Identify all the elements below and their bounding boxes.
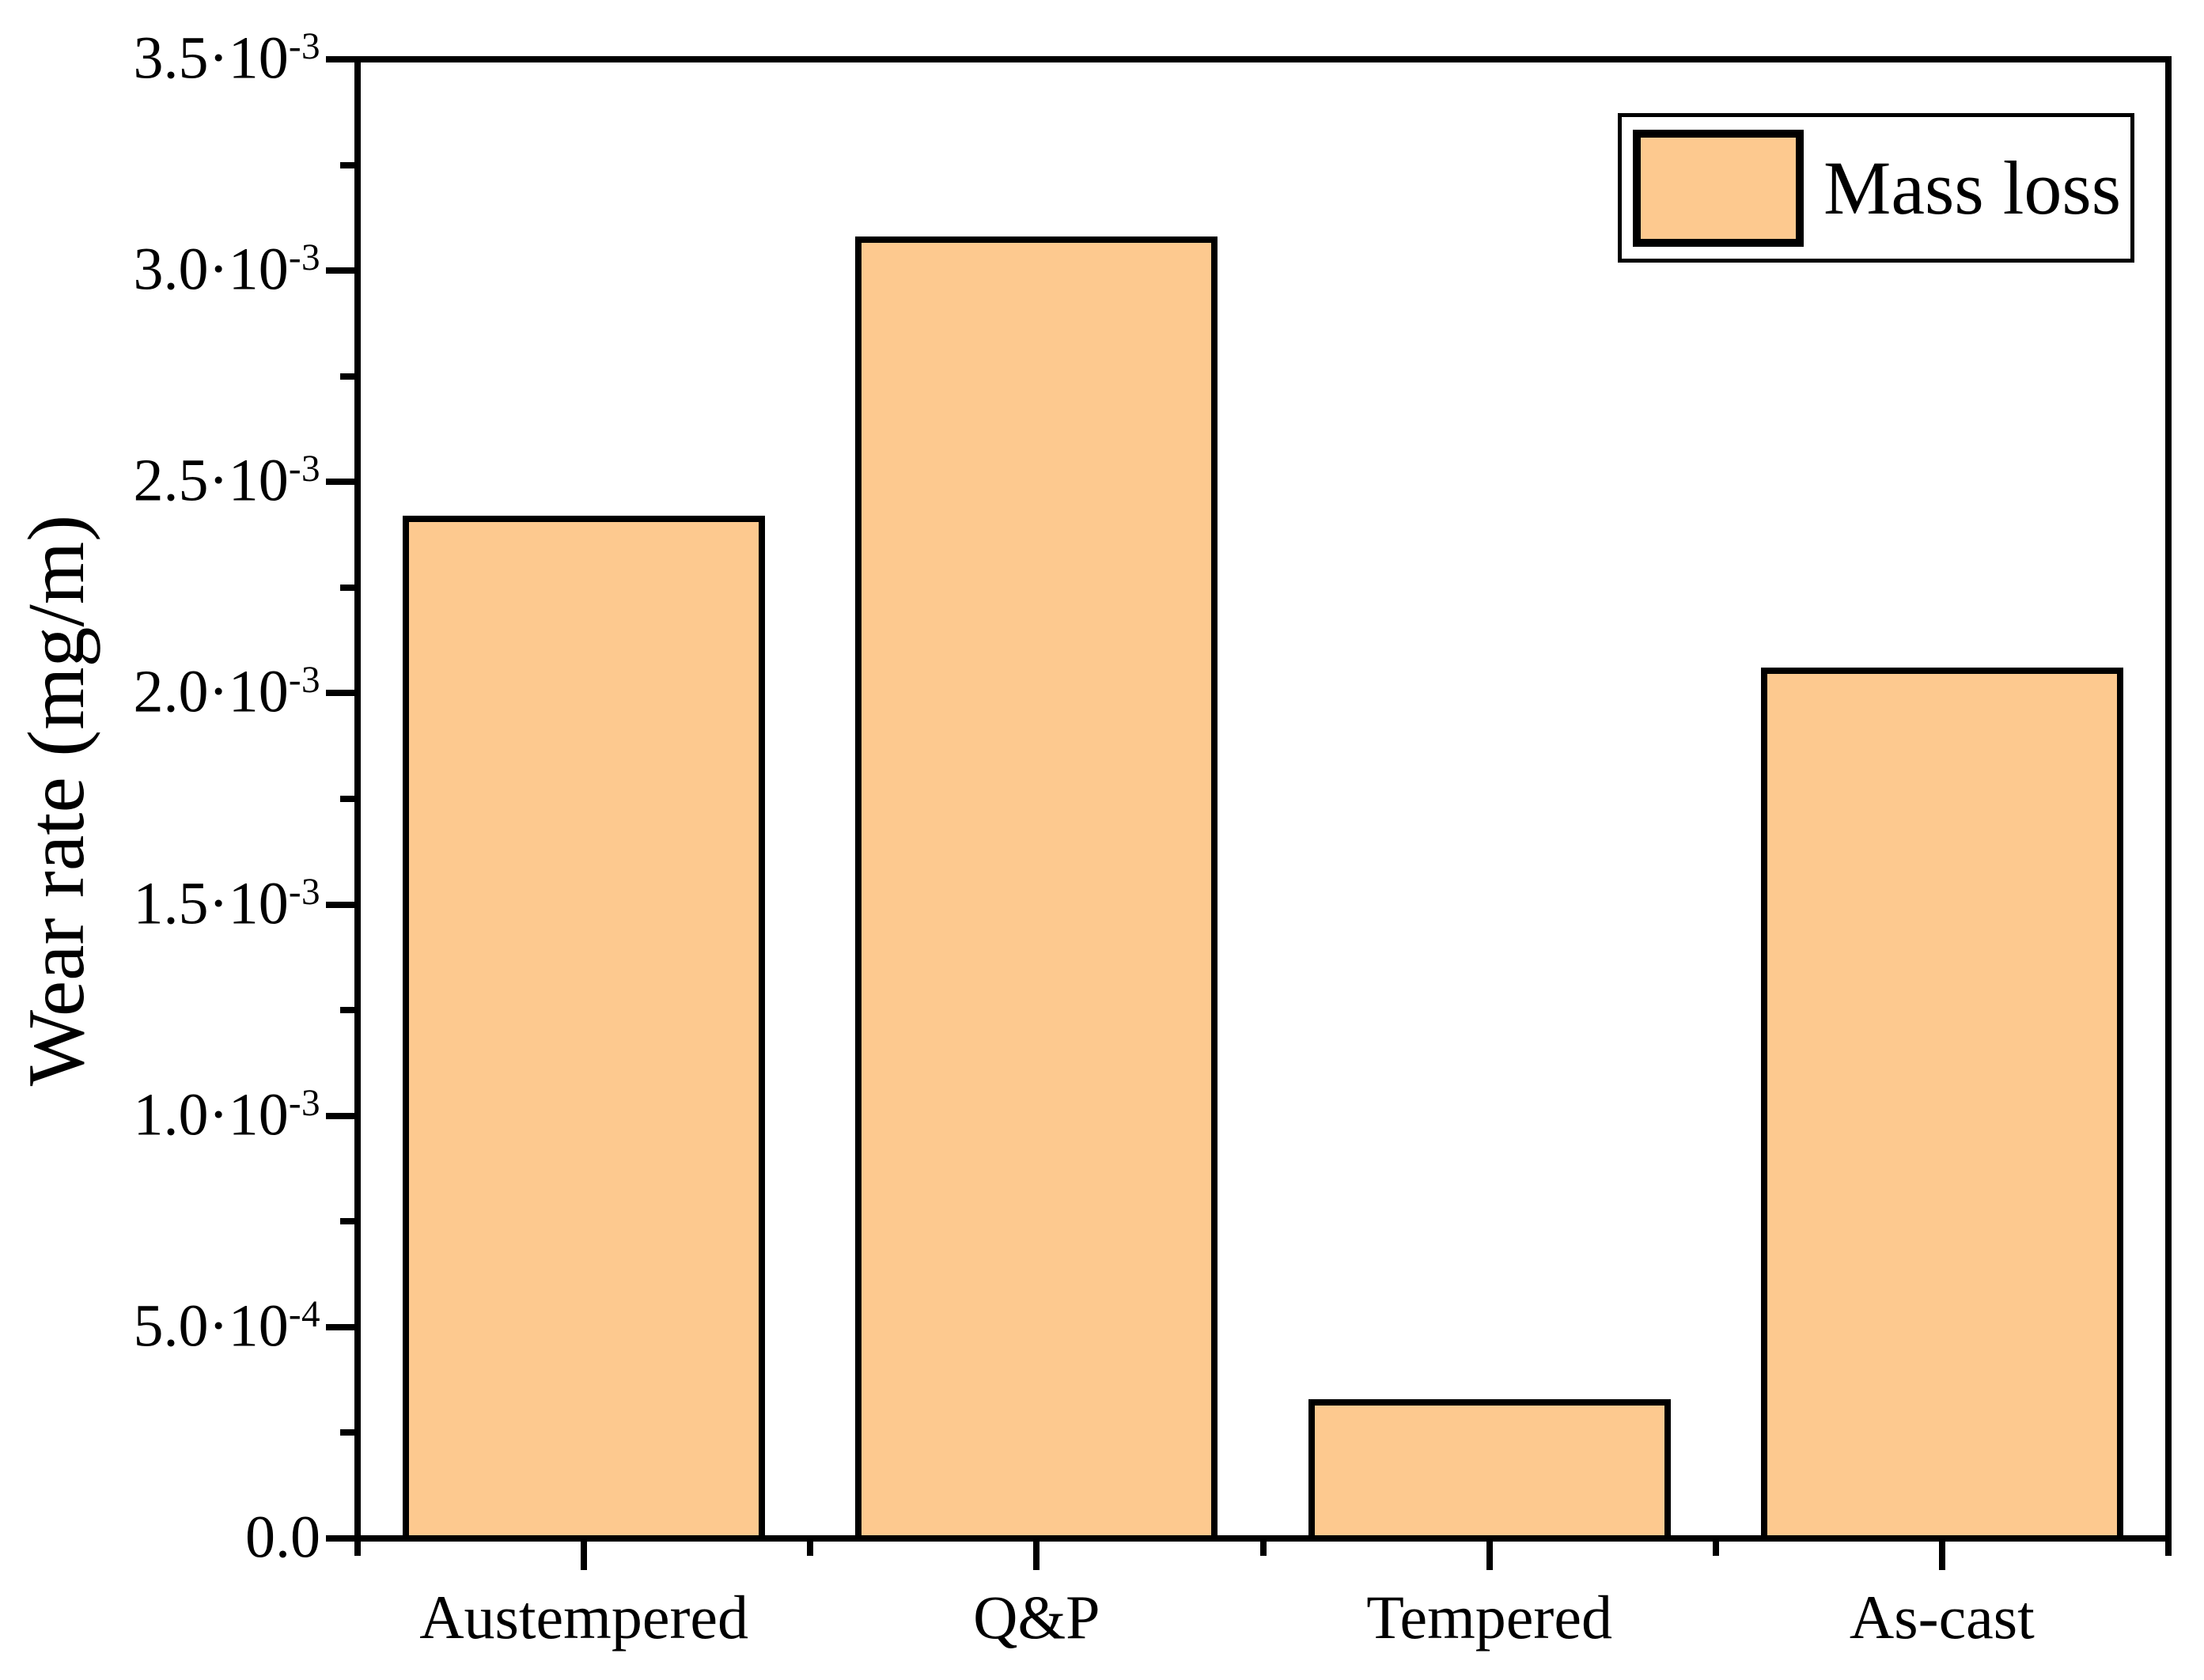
y-major-tick [326,1535,354,1542]
x-category-label-tempered: Tempered [1366,1583,1612,1652]
y-tick-exponent: -3 [288,25,320,67]
y-minor-tick [340,161,354,168]
y-minor-tick [340,1218,354,1225]
legend-swatch-mass-loss-icon [1633,129,1804,247]
y-major-tick [326,267,354,274]
x-major-tick [581,1542,588,1570]
y-tick-exponent: -3 [288,871,320,913]
y-major-tick [326,1323,354,1330]
y-tick-label: 3.5·10-3 [133,25,320,92]
y-minor-tick [340,1007,354,1014]
x-minor-tick [1712,1542,1719,1556]
y-minor-tick [340,796,354,802]
y-tick-label: 5.0·10-4 [133,1292,320,1360]
y-major-tick [326,1112,354,1119]
y-tick-exponent: -3 [288,660,320,702]
y-tick-label: 0.0 [245,1504,320,1571]
y-minor-tick [340,373,354,380]
x-major-tick [1033,1542,1040,1570]
legend-label: Mass loss [1823,145,2122,230]
y-minor-tick [340,1429,354,1436]
legend: Mass loss [1618,113,2134,263]
y-tick-label: 2.5·10-3 [133,447,320,514]
y-tick-exponent: -3 [288,1082,320,1124]
y-tick-exponent: -4 [288,1293,320,1335]
y-tick-exponent: -3 [288,448,320,490]
y-tick-exponent: -3 [288,237,320,279]
x-major-tick [1938,1542,1945,1570]
x-minor-tick [2165,1542,2172,1556]
x-minor-tick [807,1542,814,1556]
y-major-tick [326,479,354,486]
x-minor-tick [1259,1542,1267,1556]
x-category-label-as-cast: As-cast [1849,1583,2035,1652]
x-category-label-austempered: Austempered [419,1583,749,1652]
y-tick-label: 3.0·10-3 [133,236,320,303]
bar-as-cast [1760,668,2123,1542]
y-major-tick [326,56,354,62]
bar-tempered [1308,1398,1671,1542]
y-minor-tick [340,584,354,591]
bar-q-p [855,236,1218,1542]
y-tick-label: 1.5·10-3 [133,870,320,937]
bar-austempered [403,516,766,1542]
y-major-tick [326,690,354,697]
y-axis-title: Wear rate (mg/m) [12,514,101,1087]
x-minor-tick [354,1542,361,1556]
y-major-tick [326,901,354,908]
x-category-label-q-p: Q&P [973,1583,1100,1652]
x-major-tick [1486,1542,1493,1570]
y-tick-label: 2.0·10-3 [133,658,320,725]
y-tick-label: 1.0·10-3 [133,1081,320,1148]
